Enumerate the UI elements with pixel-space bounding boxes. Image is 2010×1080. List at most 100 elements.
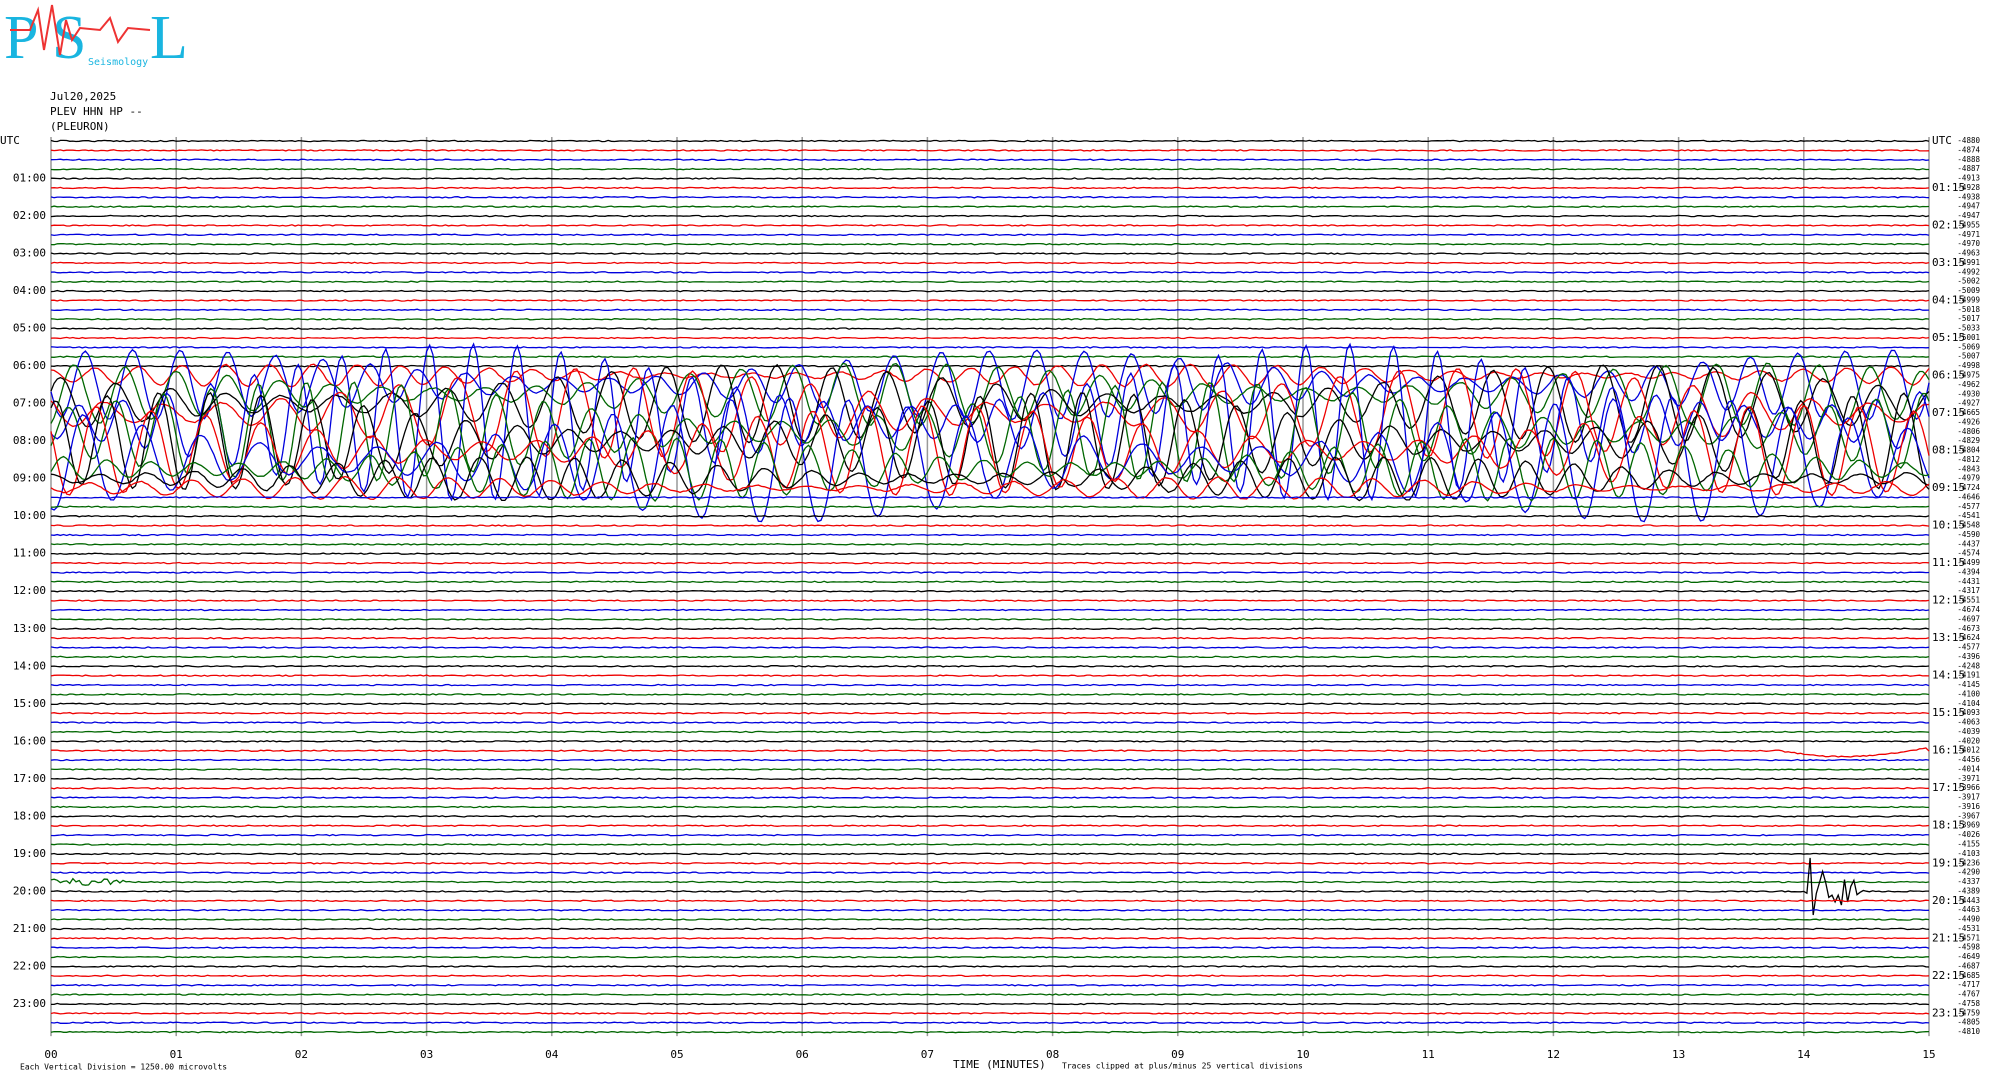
trace (51, 589, 1930, 593)
trace-offset: -4673 (1957, 624, 1980, 633)
trace-offset: -4290 (1957, 868, 1980, 877)
right-hour-label: 01:15 (1932, 181, 1965, 194)
x-tick-label: 10 (1296, 1048, 1309, 1061)
trace-offset: -4928 (1957, 183, 1980, 192)
trace (50, 833, 1930, 837)
trace (50, 758, 1930, 762)
trace (50, 336, 1930, 340)
trace-offset: -4804 (1957, 446, 1980, 455)
x-tick-label: 03 (420, 1048, 433, 1061)
trace (50, 158, 1930, 162)
left-hour-label: 22:00 (13, 959, 46, 972)
trace (50, 367, 1930, 459)
trace-offset: -4577 (1957, 502, 1980, 511)
trace (50, 974, 1930, 978)
trace (50, 149, 1930, 152)
left-hour-label: 16:00 (13, 734, 46, 747)
trace (50, 196, 1930, 199)
trace (50, 308, 1930, 312)
left-hour-label: 09:00 (13, 472, 46, 485)
trace-offset: -5018 (1957, 305, 1980, 314)
trace-offset: -4759 (1957, 1008, 1980, 1017)
trace-offset: -4020 (1957, 736, 1980, 745)
trace (50, 348, 1930, 421)
footer-scale: Each Vertical Division = 1250.00 microvo… (20, 1063, 227, 1072)
trace-offset: -4026 (1957, 830, 1980, 839)
left-hour-label: 03:00 (13, 247, 46, 260)
trace (50, 636, 1930, 640)
trace-offset: -4063 (1957, 718, 1980, 727)
trace (50, 177, 1930, 180)
trace (50, 317, 1930, 321)
trace-offset: -4927 (1957, 399, 1980, 408)
trace-offset: -5002 (1957, 277, 1980, 286)
right-hour-label: 04:15 (1932, 293, 1965, 306)
trace-offset: -4938 (1957, 192, 1980, 201)
right-hour-label: 11:15 (1932, 556, 1965, 569)
x-tick-label: 11 (1422, 1048, 1435, 1061)
trace-offset: -4767 (1957, 990, 1980, 999)
trace-offset: -4812 (1957, 455, 1980, 464)
trace (50, 391, 1930, 491)
trace (50, 561, 1930, 565)
trace-offset: -4888 (1957, 155, 1980, 164)
x-tick-label: 08 (1046, 1048, 1059, 1061)
trace-offset: -5007 (1957, 352, 1980, 361)
trace-offset: -4012 (1957, 746, 1980, 755)
trace (50, 730, 1930, 734)
logo-letter: L (150, 4, 188, 72)
logo-letter: P (4, 4, 38, 72)
x-tick-label: 04 (545, 1048, 559, 1061)
left-hour-label: 11:00 (13, 547, 46, 560)
trace (50, 280, 1930, 283)
trace-offset: -4155 (1957, 840, 1980, 849)
trace-offset: -4979 (1957, 474, 1980, 483)
header-date: Jul20,2025 (50, 90, 116, 103)
trace-offset: -5009 (1957, 286, 1980, 295)
trace (50, 436, 1930, 502)
right-hour-label: 02:15 (1932, 218, 1965, 231)
left-hour-label: 12:00 (13, 584, 46, 597)
trace-offset: -4992 (1957, 267, 1980, 276)
trace (50, 702, 1930, 706)
trace-offset: -3969 (1957, 821, 1980, 830)
trace-offset: -4687 (1957, 961, 1980, 970)
right-hour-label: 22:15 (1932, 969, 1965, 982)
trace-offset: -5001 (1957, 333, 1980, 342)
trace (50, 580, 1930, 584)
right-hour-label: 07:15 (1932, 406, 1965, 419)
left-hour-label: 21:00 (13, 922, 46, 935)
trace (50, 543, 1930, 546)
trace (50, 242, 1930, 246)
trace (51, 747, 1930, 758)
footer-clip-note: Traces clipped at plus/minus 25 vertical… (1062, 1062, 1303, 1071)
trace-offset: -4577 (1957, 643, 1980, 652)
trace (50, 665, 1930, 668)
left-hour-label: 20:00 (13, 884, 46, 897)
trace-offset: -4014 (1957, 764, 1980, 773)
trace-offset: -4805 (1957, 1018, 1980, 1027)
trace-offset: -4394 (1957, 567, 1980, 576)
trace-offset: -3966 (1957, 783, 1980, 792)
right-hour-label: 17:15 (1932, 781, 1965, 794)
right-hour-label: UTC (1932, 134, 1952, 147)
left-hour-label: 05:00 (13, 322, 46, 335)
trace (50, 599, 1930, 602)
x-tick-label: 02 (295, 1048, 308, 1061)
right-hour-label: 16:15 (1932, 744, 1965, 757)
trace-offset: -4317 (1957, 586, 1980, 595)
header-site: (PLEURON) (50, 120, 110, 133)
logo-wave (10, 4, 151, 56)
left-hour-label: 02:00 (13, 209, 46, 222)
trace-offset: -4971 (1957, 230, 1980, 239)
trace-offset: -4236 (1957, 858, 1980, 867)
trace (50, 871, 1930, 874)
trace-offset: -4975 (1957, 371, 1980, 380)
trace-offset: -4093 (1957, 708, 1980, 717)
x-axis-title: TIME (MINUTES) (953, 1058, 1046, 1071)
right-hour-label: 20:15 (1932, 894, 1965, 907)
trace-offset: -4191 (1957, 671, 1980, 680)
trace-offset: -4437 (1957, 539, 1980, 548)
trace-offset: -4724 (1957, 483, 1980, 492)
trace (50, 711, 1930, 715)
